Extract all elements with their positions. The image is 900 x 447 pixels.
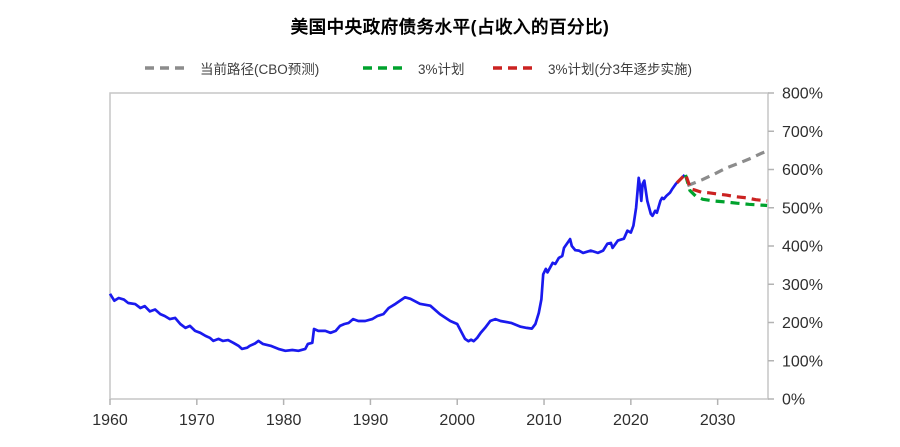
x-axis-tick-label: 2000 (439, 412, 475, 429)
legend-item-3pct-plan: 3%计划 (362, 59, 465, 77)
y-axis-tick-label: 800% (782, 86, 823, 103)
y-axis-tick-label: 200% (782, 315, 823, 332)
legend-item-cbo-path: 当前路径(CBO预测) (144, 59, 319, 77)
legend-item-label: 3%计划(分3年逐步实施) (548, 62, 693, 77)
series-line-0 (108, 173, 686, 353)
legend-item-3pct-phased: 3%计划(分3年逐步实施) (492, 59, 692, 77)
x-axis-tick-label: 1970 (179, 412, 215, 429)
y-axis-tick-label: 500% (782, 200, 823, 217)
legend-item-label: 3%计划 (418, 62, 465, 77)
y-axis-tick-label: 100% (782, 353, 823, 370)
plot-border (109, 92, 769, 400)
x-axis-tick-label: 1960 (92, 412, 128, 429)
red-dash-icon (493, 66, 533, 70)
x-axis-tick-label: 2020 (613, 412, 649, 429)
series-line-3 (675, 172, 768, 203)
gray-dash-icon (145, 66, 185, 70)
series-line-2 (683, 174, 768, 208)
x-axis-tick-label: 1980 (266, 412, 302, 429)
chart-legend: 当前路径(CBO预测) 3%计划 3%计划(分3年逐步实施) (0, 59, 900, 79)
legend-item-label: 当前路径(CBO预测) (200, 62, 320, 77)
green-dash-icon (363, 66, 403, 70)
x-axis-tick-label: 2030 (700, 412, 736, 429)
series-line-1 (686, 149, 768, 188)
x-axis-tick-label: 2010 (526, 412, 562, 429)
y-axis-tick-label: 600% (782, 162, 823, 179)
chart-title: 美国中央政府债务水平(占收入的百分比) (290, 17, 610, 37)
y-axis-tick-label: 700% (782, 124, 823, 141)
y-axis-tick-label: 0% (782, 392, 805, 409)
x-axis-tick-label: 1990 (353, 412, 389, 429)
y-axis-tick-label: 400% (782, 239, 823, 256)
y-axis-tick-label: 300% (782, 277, 823, 294)
